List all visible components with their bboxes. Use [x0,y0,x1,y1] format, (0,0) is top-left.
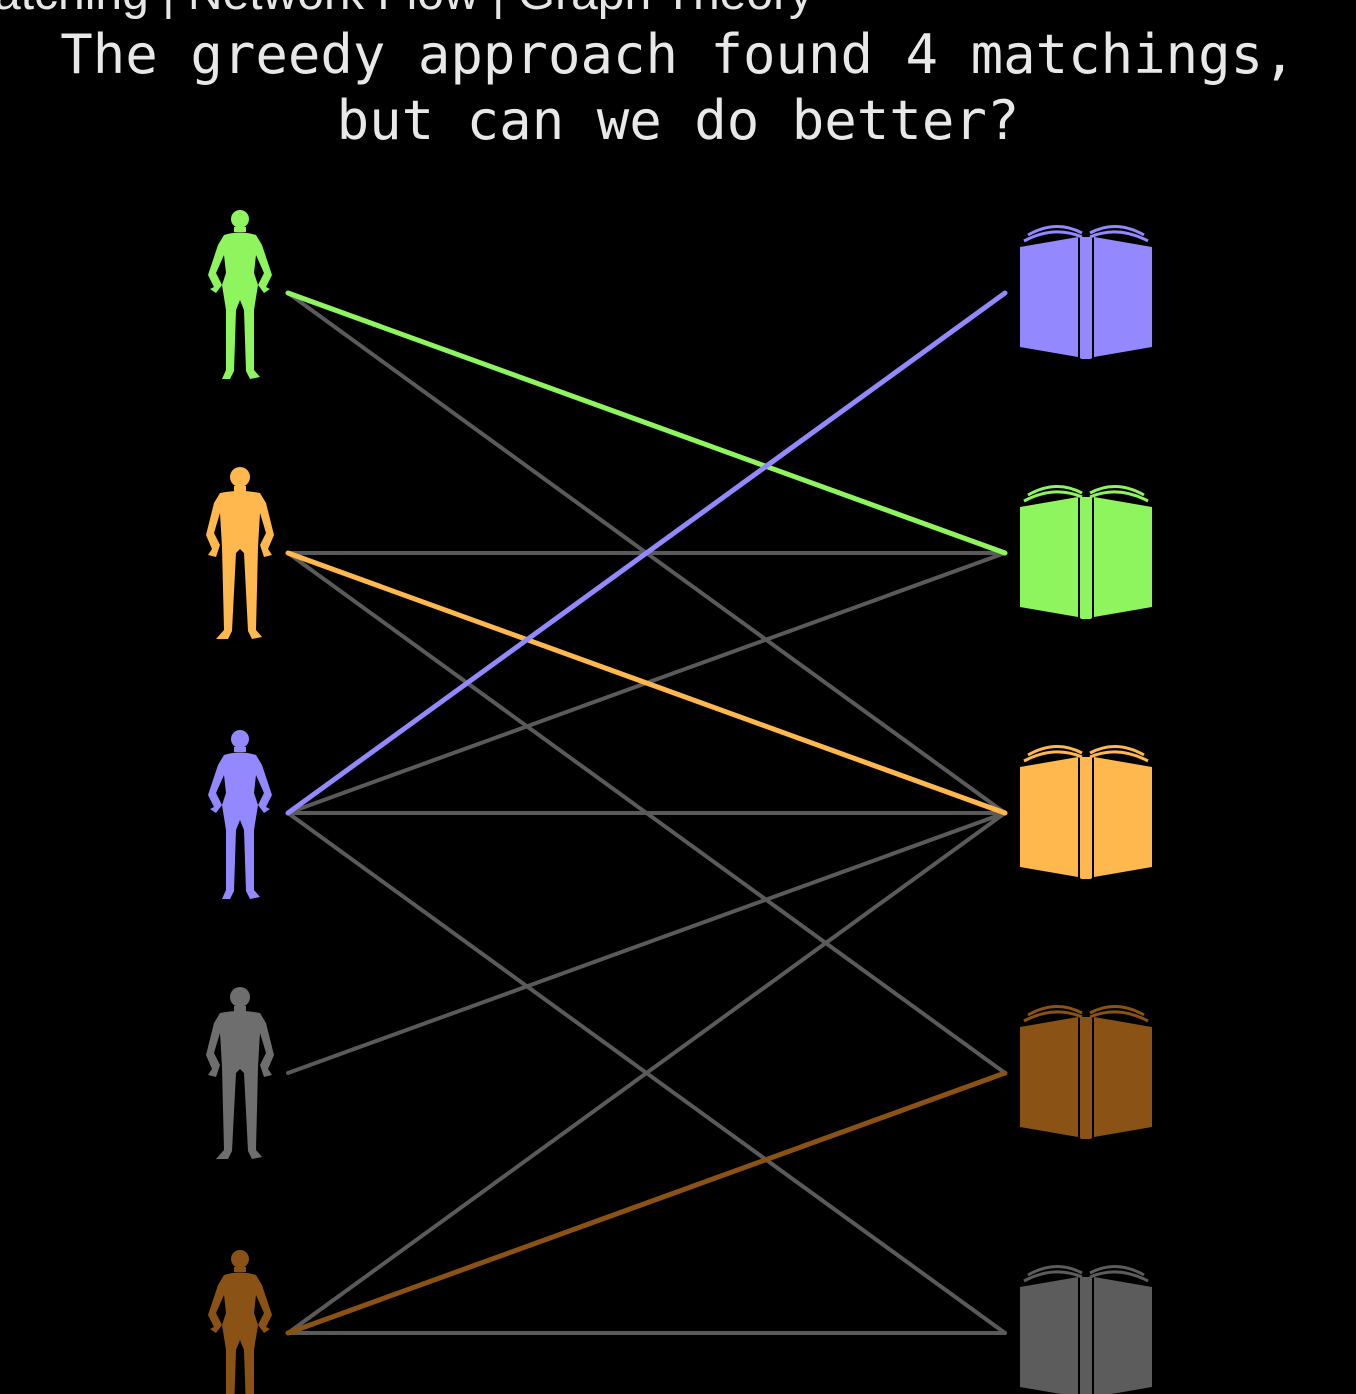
book-3-icon [1018,744,1154,881]
book-2-icon [1018,484,1154,621]
matched-edges [285,290,1008,1336]
person-4-icon [206,987,274,1159]
matched-edge-person-2-book-3 [285,550,1008,816]
book-4-icon [1018,1004,1154,1141]
books [1018,224,1154,1394]
person-3-icon [208,730,272,899]
matched-edge-person-5-book-4 [285,1070,1008,1336]
people [206,210,274,1394]
matched-edge-person-1-book-2 [285,290,1008,556]
matched-edge-person-3-book-1 [285,290,1008,816]
person-5-icon [208,1250,272,1394]
edge-person-4-book-3 [286,811,1007,1075]
video-title: atching | Network Flow | Graph Theory [0,0,813,21]
edges [286,291,1007,1335]
caption-line-1: The greedy approach found 4 matchings, [60,23,1296,86]
person-1-icon [208,210,272,379]
person-2-icon [206,467,274,639]
edge-person-5-book-3 [286,811,1007,1335]
book-1-icon [1018,224,1154,361]
caption-line-2: but can we do better? [336,89,1020,152]
book-5-icon [1018,1264,1154,1394]
